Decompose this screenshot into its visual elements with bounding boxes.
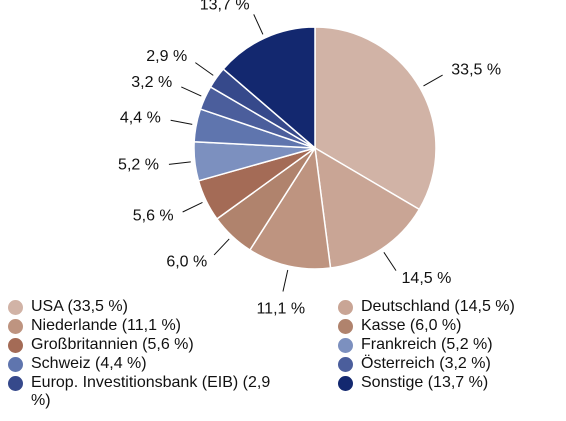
legend-item: Niederlande (11,1 %) xyxy=(8,317,181,335)
data-label: 2,9 % xyxy=(146,48,187,65)
legend-label: Österreich (3,2 %) xyxy=(361,355,491,372)
legend-swatch xyxy=(338,319,353,334)
data-label: 11,1 % xyxy=(256,300,305,317)
legend-item: USA (33,5 %) xyxy=(8,298,128,316)
leader-line xyxy=(423,74,443,87)
leader-line xyxy=(182,201,203,213)
legend-label: Schweiz (4,4 %) xyxy=(31,355,147,372)
legend-label: Niederlande (11,1 %) xyxy=(31,317,182,334)
data-label: 13,7 % xyxy=(200,0,250,14)
pie-slice xyxy=(314,26,437,211)
data-label: 14,5 % xyxy=(402,270,452,287)
legend-item: Schweiz (4,4 %) xyxy=(8,355,147,373)
data-label: 3,2 % xyxy=(131,74,172,91)
legend-swatch xyxy=(8,300,23,315)
legend-label: Deutschland (14,5 %) xyxy=(361,298,515,315)
legend-label: Sonstige (13,7 %) xyxy=(361,374,489,391)
pie-slice xyxy=(222,26,316,150)
legend-label: Kasse (6,0 %) xyxy=(361,317,462,334)
legend-label: Europ. Investitionsbank (EIB) (2,9 %) xyxy=(31,374,271,409)
leader-line xyxy=(253,14,264,35)
leader-line xyxy=(181,86,202,97)
legend-label: Frankreich (5,2 %) xyxy=(361,336,493,353)
pie-slice xyxy=(248,145,332,270)
legend-item: Frankreich (5,2 %) xyxy=(338,336,493,354)
legend-item: Österreich (3,2 %) xyxy=(338,355,491,373)
leader-line xyxy=(213,238,230,256)
legend-swatch xyxy=(338,357,353,372)
legend-swatch xyxy=(8,319,23,334)
legend-item: Sonstige (13,7 %) xyxy=(338,374,488,392)
legend-item: Großbritannien (5,6 %) xyxy=(8,336,194,354)
legend-swatch xyxy=(8,376,23,391)
leader-line xyxy=(383,252,397,271)
leader-line xyxy=(195,62,214,76)
legend-swatch xyxy=(8,338,23,353)
pie-slice xyxy=(314,146,421,269)
data-label: 5,2 % xyxy=(118,157,159,174)
data-label: 5,6 % xyxy=(133,208,174,225)
leader-line xyxy=(170,119,193,125)
legend-item: Europ. Investitionsbank (EIB) (2,9 %) xyxy=(8,374,271,410)
data-label: 4,4 % xyxy=(120,110,161,127)
legend-item: Kasse (6,0 %) xyxy=(338,317,461,335)
legend-swatch xyxy=(8,357,23,372)
leader-line xyxy=(282,269,289,292)
data-label: 6,0 % xyxy=(166,253,207,270)
data-label: 33,5 % xyxy=(451,61,501,78)
legend-label: USA (33,5 %) xyxy=(31,298,128,315)
legend-swatch xyxy=(338,300,353,315)
leader-line xyxy=(168,161,191,165)
legend-label: Großbritannien (5,6 %) xyxy=(31,336,194,353)
legend-swatch xyxy=(338,376,353,391)
legend-item: Deutschland (14,5 %) xyxy=(338,298,515,316)
legend-swatch xyxy=(338,338,353,353)
